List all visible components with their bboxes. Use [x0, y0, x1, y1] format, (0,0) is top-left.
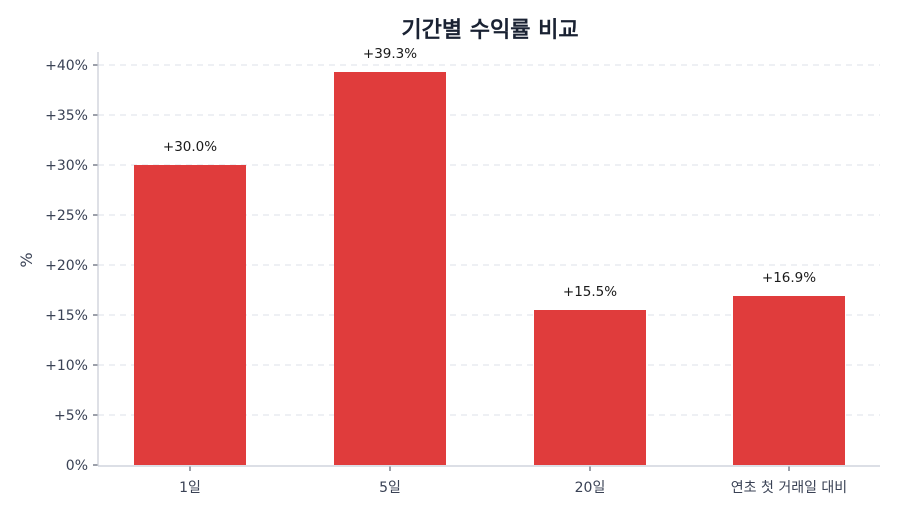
bars — [134, 72, 845, 465]
y-tick-label: +15% — [45, 308, 88, 324]
x-tick-label: 20일 — [575, 480, 606, 496]
y-tick-label: +35% — [45, 108, 88, 124]
bar-value-labels: +30.0% +39.3% +15.5% +16.9% — [163, 46, 816, 300]
bar-value-label: +39.3% — [363, 46, 417, 62]
bar-value-label: +30.0% — [163, 139, 217, 155]
bar — [134, 165, 246, 465]
bar-value-label: +16.9% — [762, 270, 816, 286]
x-tick-label: 5일 — [379, 480, 401, 496]
x-axis-ticks: 1일 5일 20일 연초 첫 거래일 대비 — [179, 466, 847, 496]
chart-title: 기간별 수익률 비교 — [401, 18, 578, 43]
y-tick-label: +10% — [45, 358, 88, 374]
bar-value-label: +15.5% — [563, 284, 617, 300]
y-axis-ticks: 0% +5% +10% +15% +20% +25% +30% +35% +40% — [45, 58, 98, 474]
bar — [534, 310, 646, 465]
x-tick-label: 연초 첫 거래일 대비 — [731, 480, 847, 496]
y-tick-label: +30% — [45, 158, 88, 174]
x-tick-label: 1일 — [179, 480, 201, 496]
bar — [733, 296, 845, 465]
y-tick-label: +20% — [45, 258, 88, 274]
y-tick-label: 0% — [66, 458, 88, 474]
y-tick-label: +40% — [45, 58, 88, 74]
y-tick-label: +5% — [54, 408, 88, 424]
y-axis-label: % — [17, 252, 36, 267]
y-tick-label: +25% — [45, 208, 88, 224]
bar — [334, 72, 446, 465]
